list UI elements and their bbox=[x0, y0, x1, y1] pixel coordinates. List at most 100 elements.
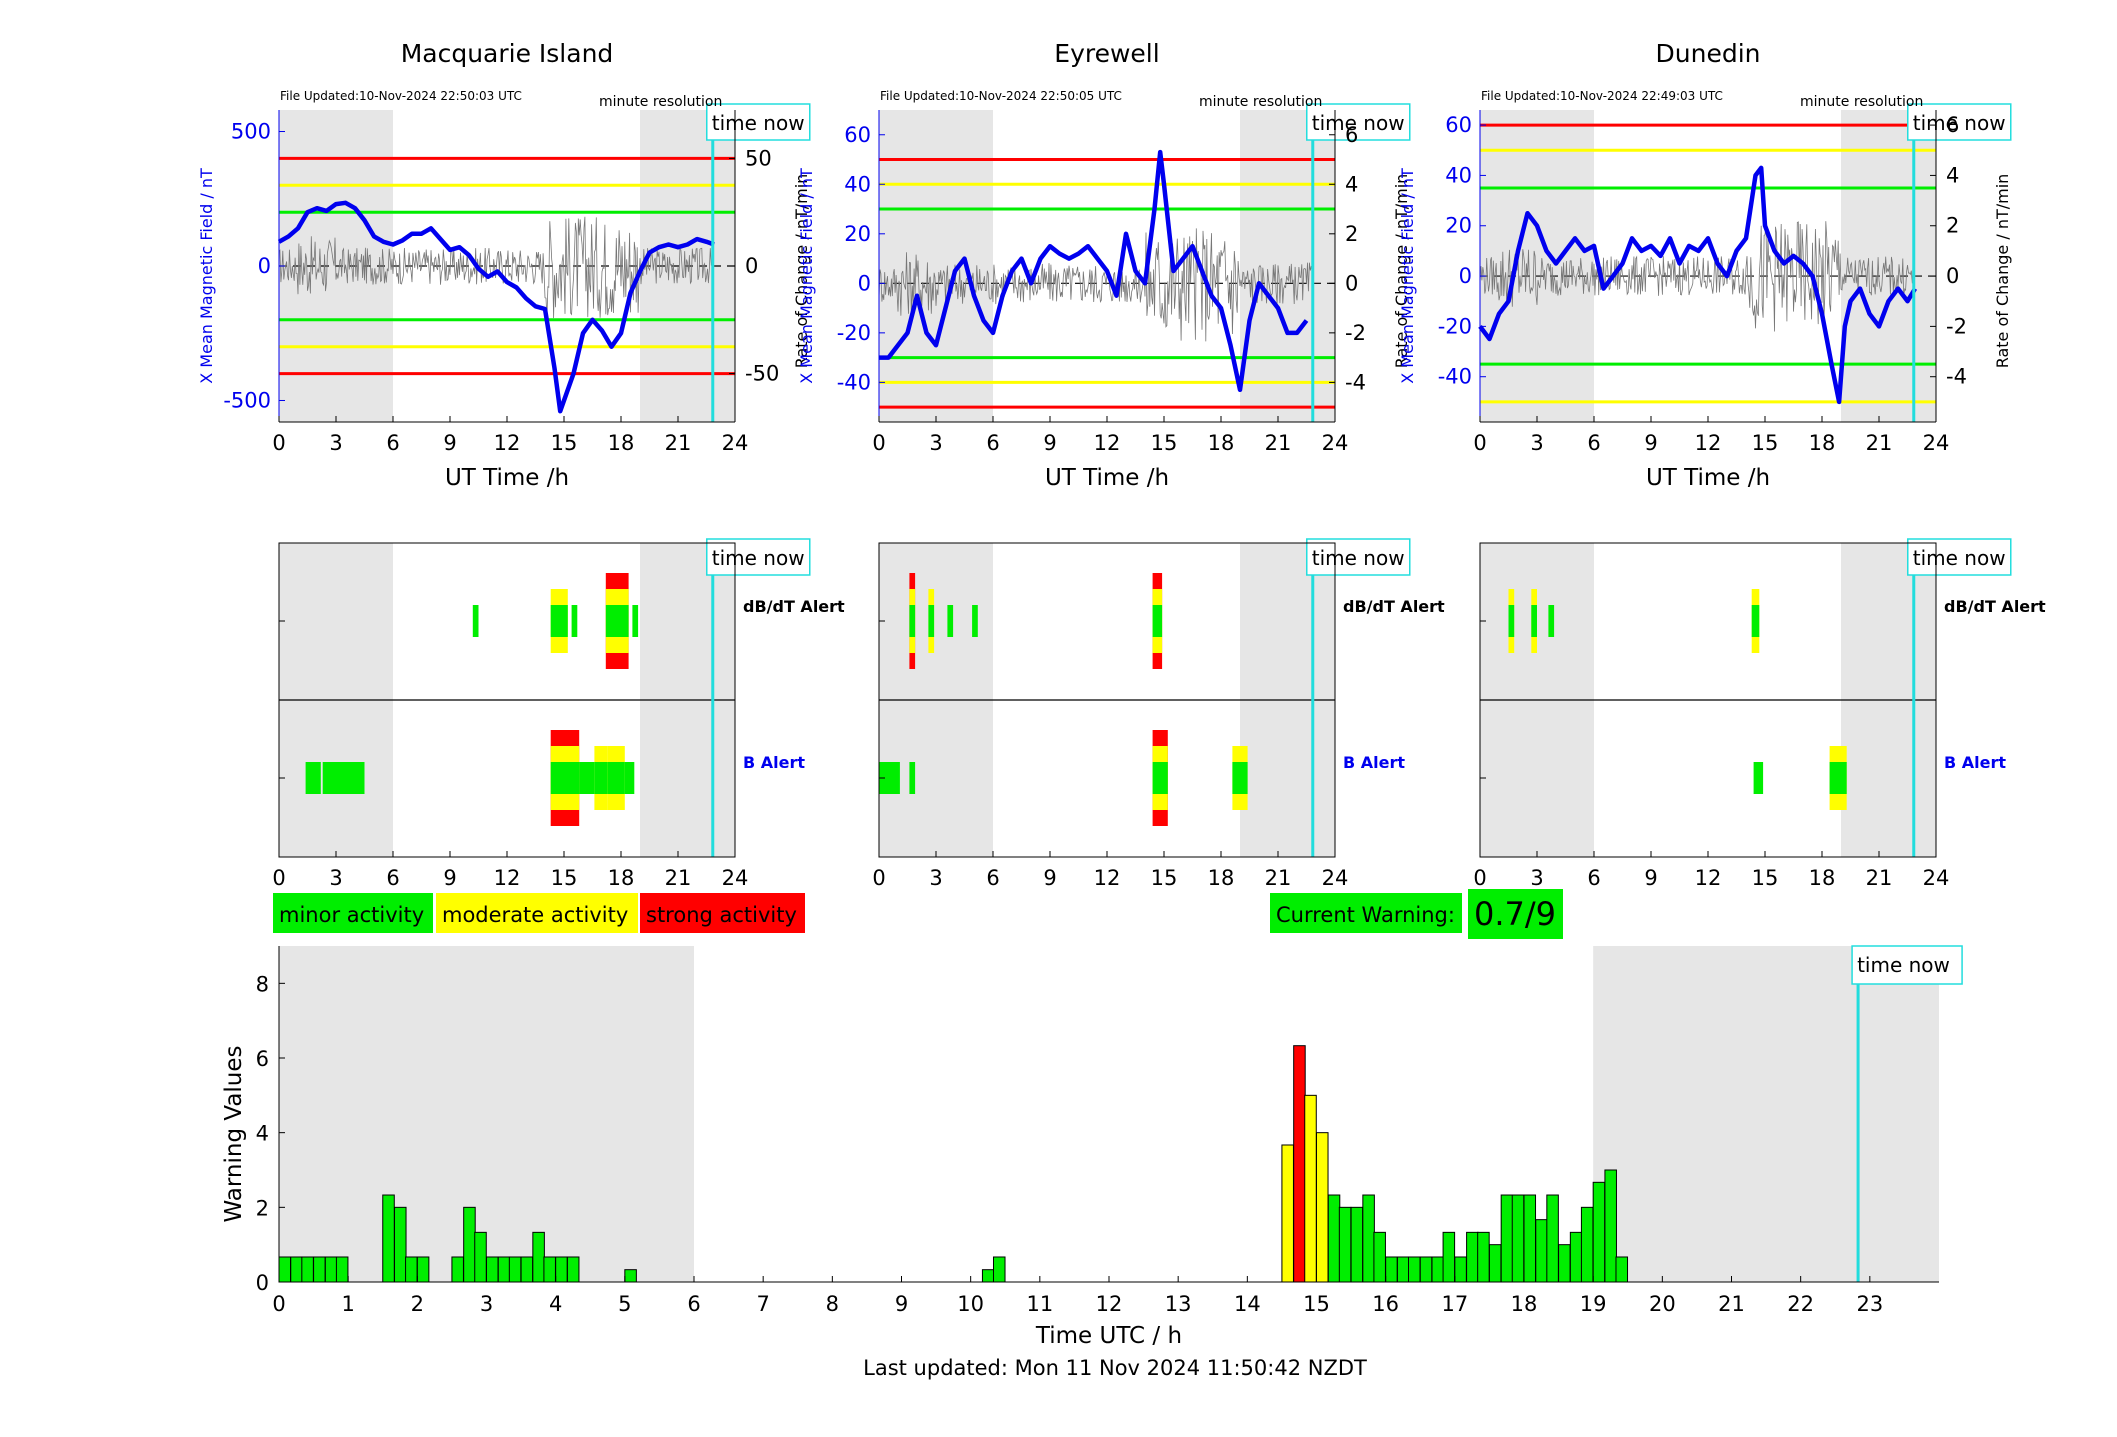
right-y-tick-label: -2 bbox=[1946, 314, 1967, 338]
x-tick-label: 6 bbox=[386, 431, 399, 455]
warning-bar bbox=[1615, 1256, 1629, 1283]
db-alert-mark-minor bbox=[928, 605, 935, 637]
left-y-axis-label: X Mean Magnetic Field / nT bbox=[1398, 168, 1417, 384]
warning-bar bbox=[1350, 1206, 1364, 1283]
x-tick-label: 9 bbox=[1644, 431, 1657, 455]
x-tick-label: 9 bbox=[895, 1292, 908, 1316]
warning-bar bbox=[1535, 1219, 1548, 1283]
left-y-tick-label: 0 bbox=[258, 254, 271, 278]
file-updated-label: File Updated:10-Nov-2024 22:49:03 UTC bbox=[1481, 89, 1723, 103]
right-y-tick-label: 6 bbox=[1345, 123, 1358, 147]
current-warning-box bbox=[1270, 893, 1462, 933]
warning-bar bbox=[520, 1256, 534, 1283]
b-alert-mark-minor bbox=[322, 762, 365, 794]
legend-swatch-minor bbox=[273, 893, 433, 933]
db-alert-mark-minor bbox=[1751, 605, 1760, 637]
time-now-box bbox=[1306, 538, 1411, 576]
x-tick-label: 0 bbox=[272, 1292, 285, 1316]
warning-bar bbox=[1281, 1144, 1294, 1283]
y-tick-label: 6 bbox=[256, 1047, 269, 1071]
warning-bar bbox=[1477, 1231, 1490, 1283]
y-tick-label: 0 bbox=[256, 1271, 269, 1295]
warning-bar bbox=[1592, 1181, 1606, 1283]
x-tick-label: 12 bbox=[494, 866, 521, 890]
x-tick-label: 7 bbox=[756, 1292, 769, 1316]
right-y-tick-label: 0 bbox=[1345, 271, 1358, 295]
field-trace bbox=[1478, 165, 1918, 405]
b-alert-mark-minor bbox=[1232, 762, 1248, 794]
x-axis-label: UT Time /h bbox=[1646, 465, 1770, 491]
warning-bar bbox=[463, 1206, 476, 1283]
x-tick-label: 11 bbox=[1026, 1292, 1053, 1316]
db-alert-mark-minor bbox=[1152, 605, 1163, 637]
db-alert-mark-minor bbox=[550, 605, 568, 637]
warning-bar bbox=[278, 1256, 292, 1283]
last-updated-footer: Last updated: Mon 11 Nov 2024 11:50:42 N… bbox=[863, 1356, 1367, 1380]
b-alert-mark-minor bbox=[1829, 762, 1847, 794]
left-y-tick-label: -40 bbox=[1438, 365, 1472, 389]
b-alert-mark-minor bbox=[879, 762, 900, 794]
warning-bar bbox=[1293, 1045, 1306, 1283]
x-tick-label: 24 bbox=[722, 866, 749, 890]
field-trace bbox=[277, 200, 715, 414]
x-tick-label: 20 bbox=[1649, 1292, 1676, 1316]
current-warning-label: Current Warning: bbox=[1276, 903, 1455, 927]
warning-bar bbox=[335, 1256, 349, 1283]
b-alert-mark-minor bbox=[909, 762, 916, 794]
left-y-tick-label: 20 bbox=[844, 222, 871, 246]
right-y-tick-label: 4 bbox=[1946, 163, 1959, 187]
time-now-label: time now bbox=[1312, 111, 1405, 135]
x-tick-label: 9 bbox=[443, 431, 456, 455]
x-tick-label: 3 bbox=[929, 431, 942, 455]
b-alert-mark-minor bbox=[624, 762, 635, 794]
x-axis-label: UT Time /h bbox=[1045, 465, 1169, 491]
db-alert-mark-minor bbox=[1531, 605, 1537, 637]
x-tick-label: 0 bbox=[1473, 431, 1486, 455]
warning-bar bbox=[1419, 1256, 1433, 1283]
db-alert-mark-minor bbox=[972, 605, 978, 637]
warning-bar bbox=[301, 1256, 314, 1283]
rate-of-change-trace bbox=[278, 216, 713, 319]
x-tick-label: 3 bbox=[329, 866, 342, 890]
x-tick-label: 0 bbox=[1473, 866, 1486, 890]
x-tick-label: 0 bbox=[272, 866, 285, 890]
x-tick-label: 6 bbox=[986, 866, 999, 890]
b-alert-label: B Alert bbox=[1944, 753, 2006, 772]
x-tick-label: 5 bbox=[618, 1292, 631, 1316]
x-tick-label: 16 bbox=[1372, 1292, 1399, 1316]
time-now-box bbox=[1306, 103, 1411, 141]
left-y-tick-label: 60 bbox=[844, 123, 871, 147]
left-y-tick-label: -20 bbox=[837, 321, 871, 345]
night-shade bbox=[1240, 110, 1335, 422]
warning-bar bbox=[313, 1256, 326, 1283]
warning-bar bbox=[1385, 1256, 1398, 1283]
warning-bar bbox=[1604, 1169, 1617, 1283]
warning-bar bbox=[1338, 1206, 1352, 1283]
station-title: Eyrewell bbox=[1054, 39, 1159, 68]
resolution-label: minute resolution bbox=[1199, 94, 1322, 110]
warning-bar bbox=[474, 1231, 487, 1283]
warning-bar bbox=[451, 1256, 464, 1283]
right-y-tick-label: 6 bbox=[1946, 113, 1959, 137]
activity-legend: minor activity moderate activity strong ac… bbox=[273, 893, 805, 933]
resolution-label: minute resolution bbox=[599, 94, 722, 110]
x-tick-label: 18 bbox=[1809, 431, 1836, 455]
x-tick-label: 23 bbox=[1856, 1292, 1883, 1316]
legend-label-strong: strong activity bbox=[646, 903, 797, 927]
warning-bar bbox=[1454, 1256, 1467, 1283]
right-y-tick-label: 2 bbox=[1345, 222, 1358, 246]
warning-bar bbox=[508, 1256, 522, 1283]
x-tick-label: 3 bbox=[1530, 866, 1543, 890]
right-y-axis-label: Rate of Change / nT/min bbox=[1392, 174, 1411, 369]
db-alert-mark-minor bbox=[605, 605, 629, 637]
warning-bar bbox=[532, 1231, 545, 1283]
time-now-box bbox=[1851, 945, 1963, 985]
left-y-axis-label: X Mean Magnetic Field / nT bbox=[197, 168, 216, 384]
left-y-tick-label: 0 bbox=[1459, 264, 1472, 288]
x-tick-label: 18 bbox=[1208, 866, 1235, 890]
warning-bar bbox=[1523, 1194, 1537, 1283]
current-warning-value-box bbox=[1468, 889, 1563, 939]
x-tick-label: 15 bbox=[1151, 431, 1178, 455]
